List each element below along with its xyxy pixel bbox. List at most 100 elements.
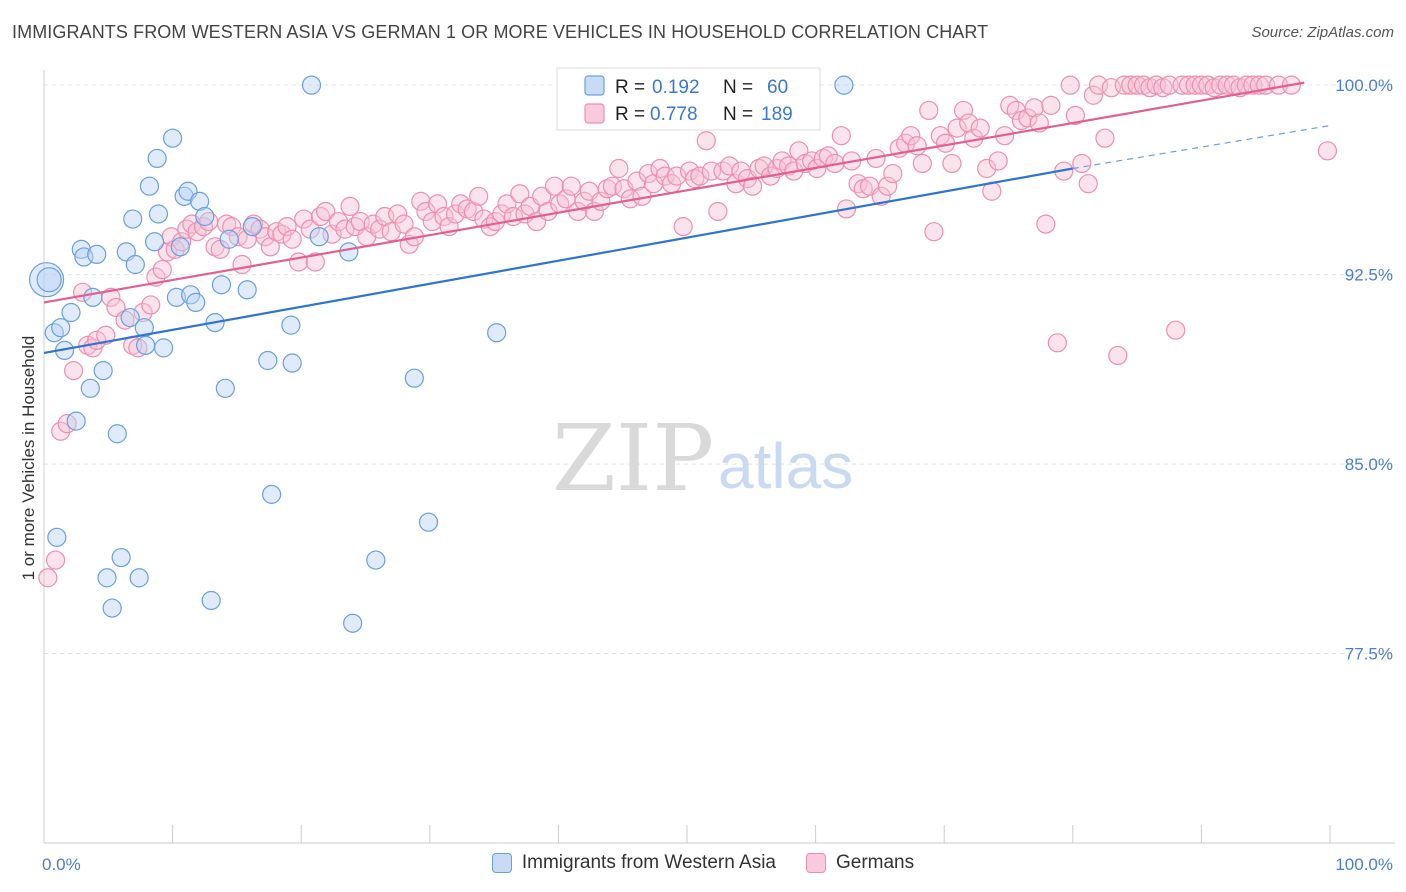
trend-lines: [43, 81, 1331, 355]
data-point-western-asia: [219, 229, 239, 249]
legend-swatch-blue: [584, 75, 605, 96]
data-point-germans: [316, 201, 336, 222]
legend-item-western-asia: Immigrants from Western Asia: [491, 852, 776, 874]
data-point-germans: [51, 421, 71, 441]
data-point-germans: [719, 156, 740, 176]
data-point-western-asia: [339, 242, 359, 262]
y-tick-label: 100.0%: [1335, 76, 1393, 95]
data-point-germans: [388, 204, 408, 224]
data-point-western-asia: [242, 217, 262, 237]
data-point-germans: [988, 151, 1008, 171]
data-point-western-asia: [28, 262, 65, 298]
data-point-germans: [38, 568, 58, 588]
data-point-germans: [294, 209, 314, 229]
data-point-germans: [1024, 98, 1044, 118]
data-point-germans: [128, 338, 148, 358]
data-point-germans: [141, 295, 161, 315]
data-point-western-asia: [281, 315, 301, 335]
data-point-western-asia: [107, 424, 127, 444]
data-point-germans: [1083, 85, 1103, 105]
data-point-germans: [427, 194, 448, 214]
data-point-germans: [165, 239, 185, 259]
legend-item-germans: Germans: [805, 852, 915, 874]
data-point-western-asia: [487, 323, 507, 343]
trend-line-germans: [43, 81, 1305, 304]
data-point-germans: [742, 176, 763, 196]
data-point-germans: [434, 206, 454, 227]
watermark-atlas: atlas: [718, 430, 853, 502]
data-point-germans: [574, 191, 594, 211]
data-point-western-asia: [282, 353, 302, 373]
data-point-western-asia: [61, 302, 81, 323]
data-point-western-asia: [147, 148, 167, 169]
data-point-germans: [282, 229, 302, 249]
data-point-germans: [1047, 333, 1067, 353]
data-point-western-asia: [125, 254, 145, 275]
data-point-germans: [690, 166, 710, 186]
data-point-germans: [685, 169, 705, 189]
data-point-western-asia: [153, 338, 174, 358]
data-point-western-asia: [123, 209, 143, 229]
data-point-germans: [289, 252, 309, 272]
data-point-western-asia: [71, 239, 91, 259]
bottom-legend: Immigrants from Western Asia Germans: [0, 852, 1406, 874]
data-point-germans: [924, 222, 944, 242]
data-point-germans: [942, 153, 962, 174]
data-point-germans: [1072, 153, 1092, 174]
data-point-germans: [959, 113, 979, 133]
data-point-germans: [45, 550, 66, 570]
legend-label-western-asia: Immigrants from Western Asia: [521, 852, 776, 873]
data-point-western-asia: [309, 227, 329, 247]
data-point-germans: [696, 131, 716, 151]
data-point-western-asia: [66, 411, 86, 431]
data-point-western-asia: [258, 350, 278, 371]
data-point-germans: [561, 176, 581, 196]
legend-swatch-pink: [584, 103, 605, 124]
data-point-germans: [232, 254, 252, 275]
data-point-germans: [1317, 141, 1338, 161]
data-point-western-asia: [44, 323, 64, 343]
data-point-germans: [1000, 95, 1020, 115]
data-point-western-asia: [404, 368, 424, 388]
data-point-germans: [96, 325, 116, 345]
data-point-germans: [510, 184, 530, 204]
data-point-western-asia: [111, 547, 131, 568]
data-point-germans: [157, 242, 178, 262]
data-point-western-asia: [166, 287, 187, 307]
data-point-germans: [305, 252, 325, 272]
data-point-germans: [878, 176, 898, 196]
data-point-germans: [609, 158, 629, 179]
data-point-western-asia: [834, 75, 854, 95]
x-tick-labels: 0.0% 100.0%: [42, 855, 1393, 874]
data-point-germans: [370, 219, 390, 239]
data-point-western-asia: [135, 335, 156, 355]
data-point-germans: [912, 153, 932, 174]
data-point-western-asia: [262, 484, 282, 504]
data-point-western-asia: [148, 204, 169, 224]
legend-n-label-pink: N =: [723, 104, 753, 125]
data-point-germans: [133, 302, 153, 323]
data-point-germans: [1166, 320, 1186, 340]
y-tick-label: 92.5%: [1345, 266, 1393, 285]
data-point-germans: [1078, 174, 1098, 194]
data-point-germans: [255, 227, 275, 247]
data-point-germans: [217, 214, 237, 234]
data-point-germans: [115, 310, 135, 330]
data-point-germans: [977, 158, 997, 179]
data-point-western-asia: [120, 307, 140, 328]
data-point-germans: [947, 118, 967, 138]
y-tick-labels: 100.0% 92.5% 85.0% 77.5%: [1335, 76, 1393, 663]
data-point-germans: [1108, 345, 1128, 366]
data-point-germans: [789, 141, 809, 161]
source-label: Source: ZipAtlas.com: [1251, 24, 1394, 41]
data-point-germans: [638, 163, 659, 184]
legend-label-germans: Germans: [835, 852, 915, 873]
data-point-western-asia: [129, 568, 149, 588]
legend-n-value-pink: 189: [761, 104, 793, 125]
data-point-germans: [1018, 108, 1038, 128]
data-point-western-asia: [51, 318, 71, 338]
data-point-germans: [463, 201, 484, 222]
data-point-germans: [1065, 105, 1085, 126]
data-point-western-asia: [102, 598, 122, 618]
